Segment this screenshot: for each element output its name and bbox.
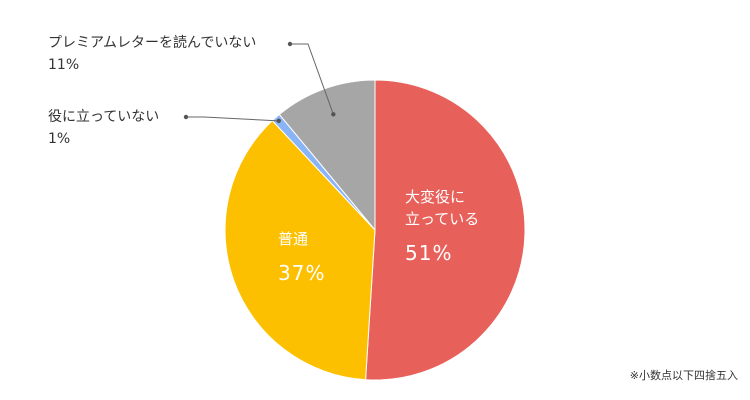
slice-label-not-read-line1: プレミアムレターを読んでいない — [48, 35, 257, 51]
slice-normal — [224, 119, 376, 381]
slice-label-very-useful-line1: 大変役に — [405, 188, 466, 206]
slice-label-not-useful-line1: 役に立っていない — [48, 109, 160, 125]
leader-line-not-useful — [183, 114, 281, 124]
slice-label-very-useful-line2: 立っている — [405, 210, 480, 228]
slice-label-very-useful: 大変役に 立っている 51% — [405, 186, 479, 264]
footnote: ※小数点以下四捨五入 — [629, 369, 738, 382]
slice-value-very-useful: 51% — [405, 241, 453, 265]
slice-label-normal: 普通 37% — [278, 228, 325, 284]
leader-line-not-read — [287, 41, 336, 117]
slice-label-not-useful: 役に立っていない 1% — [48, 106, 159, 150]
slice-label-not-read: プレミアムレターを読んでいない 11% — [48, 32, 256, 76]
slice-very-useful — [365, 79, 526, 381]
slice-value-not-read: 11% — [48, 57, 80, 73]
slice-value-not-useful: 1% — [48, 131, 71, 147]
slice-label-normal-line1: 普通 — [278, 230, 309, 248]
slice-value-normal: 37% — [278, 261, 326, 285]
